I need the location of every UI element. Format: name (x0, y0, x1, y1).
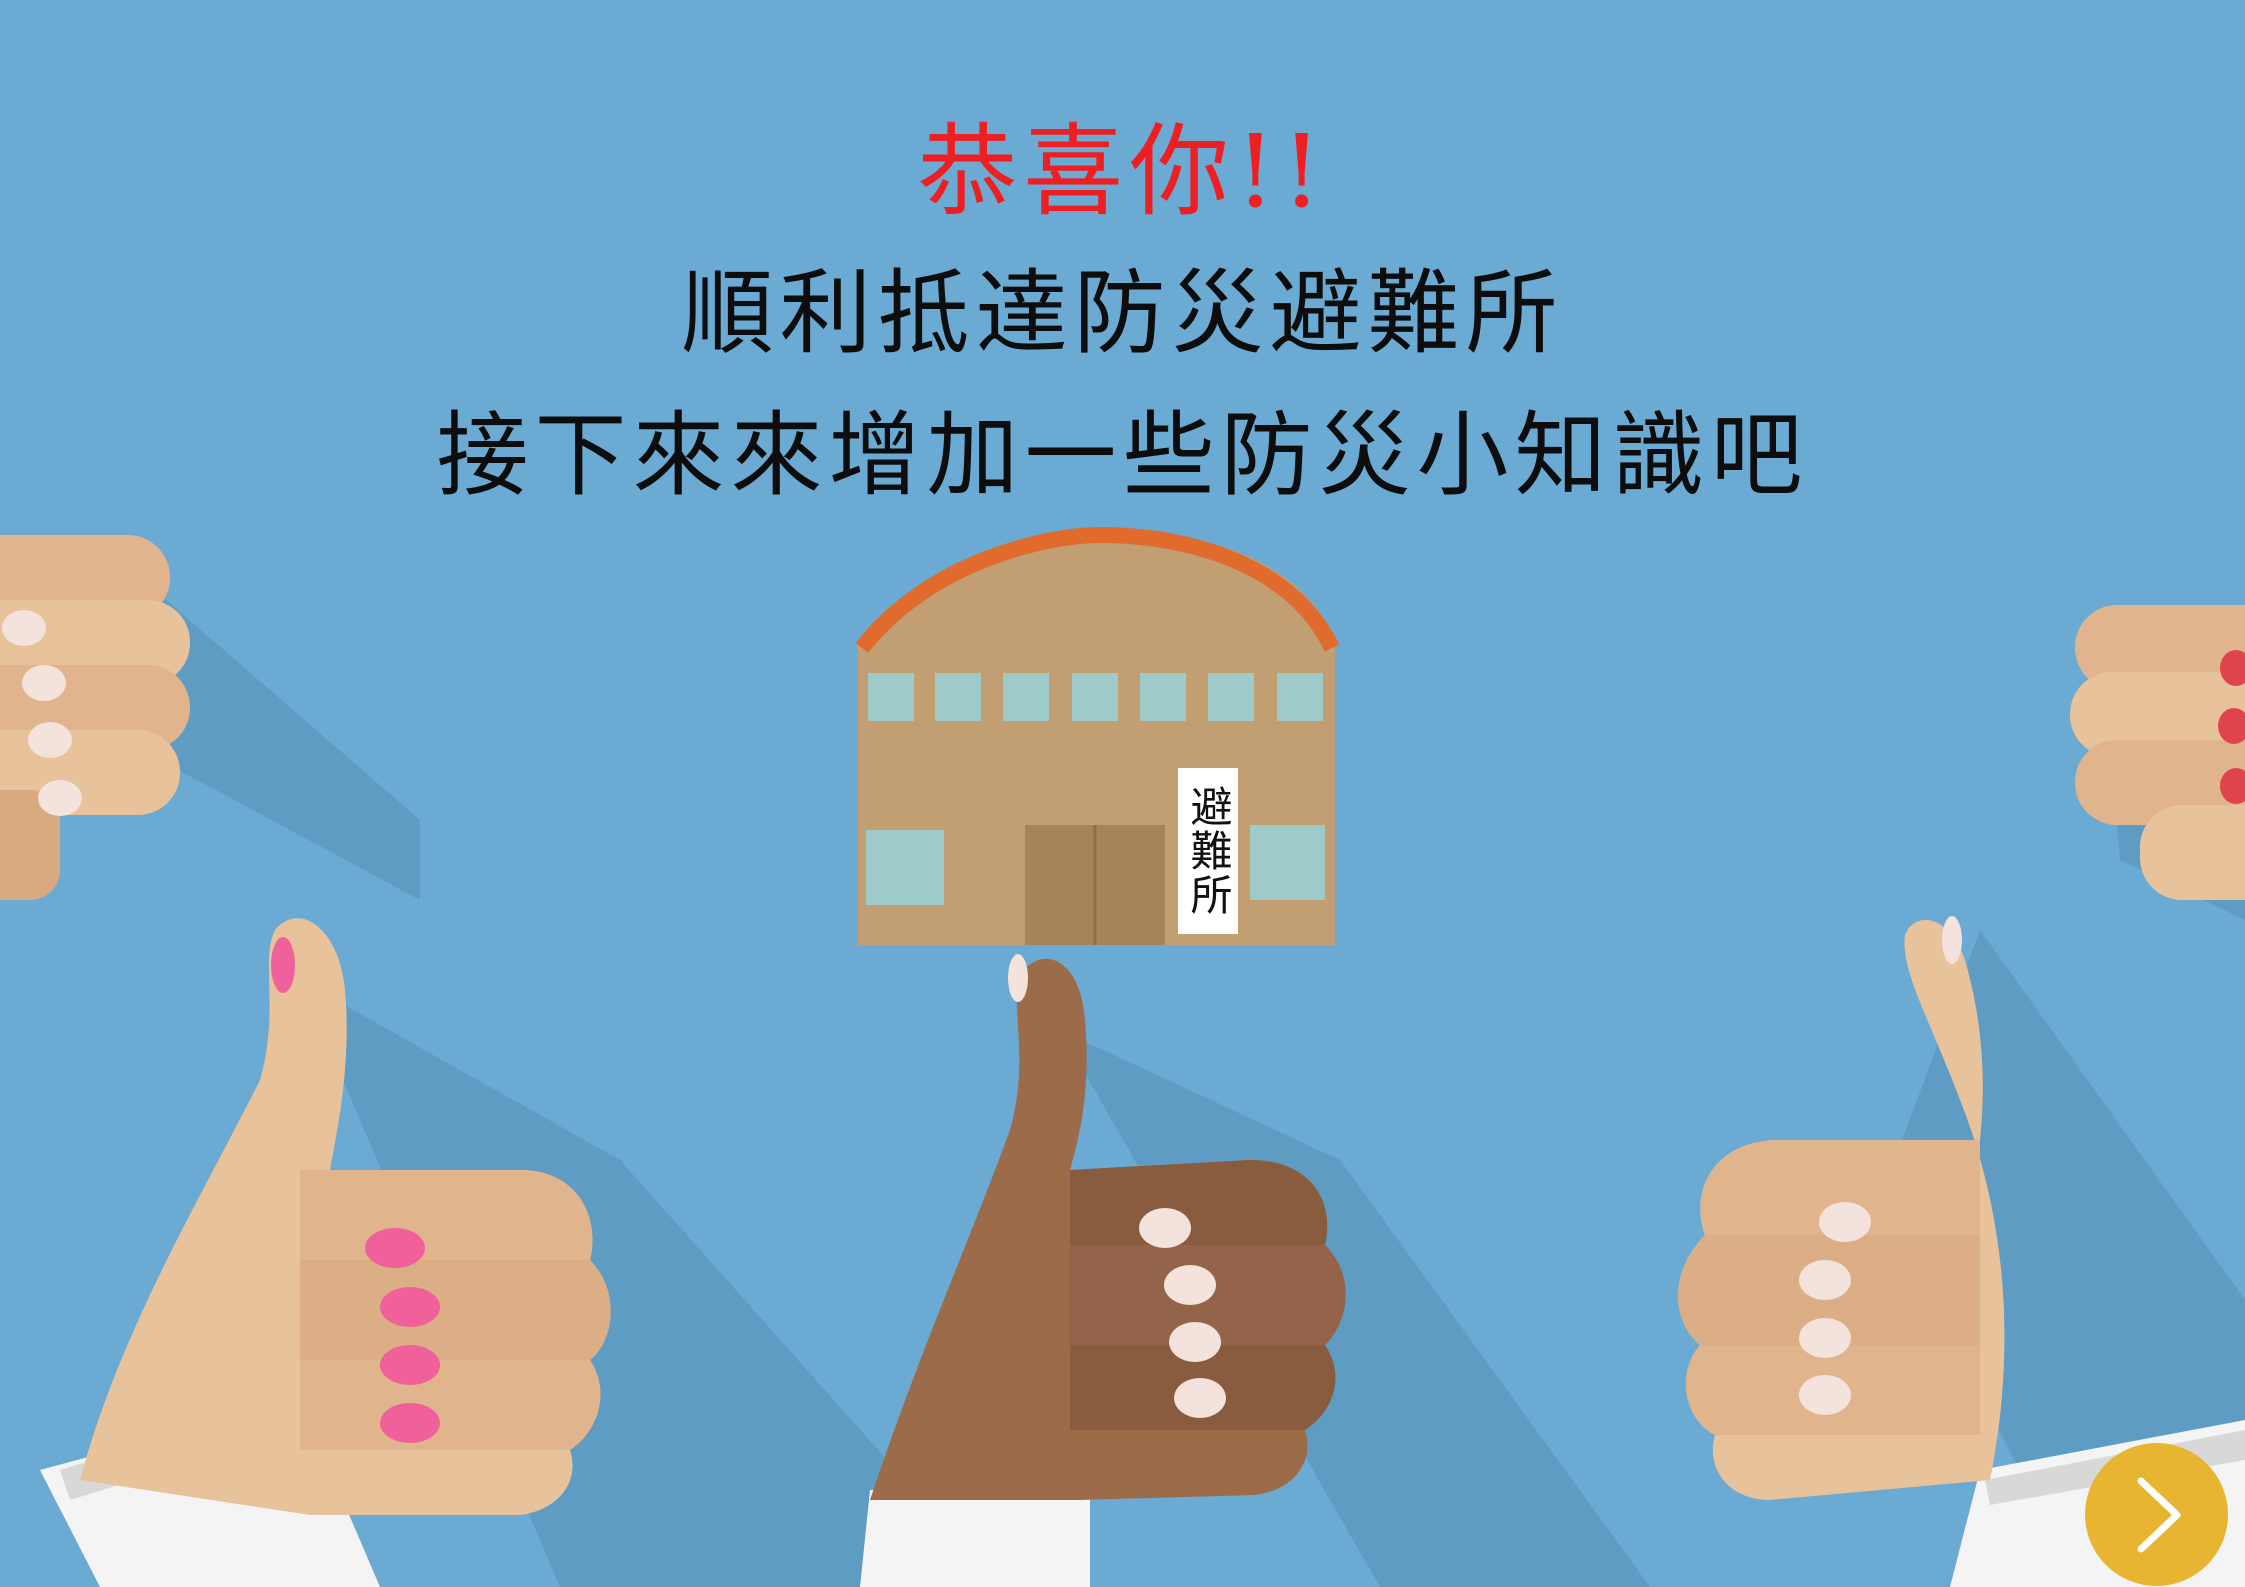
chevron-right-icon (2137, 1477, 2180, 1552)
shelter-sign: 避難所 (1178, 768, 1238, 934)
next-step-message: 接下來來增加一些防災小知識吧 (436, 402, 1809, 509)
shelter-building (855, 526, 1340, 945)
left-thumbs-up-hand (40, 918, 611, 1587)
center-thumbs-up-hand (860, 954, 1346, 1587)
right-edge-hand (2070, 605, 2245, 900)
next-button[interactable] (2085, 1443, 2228, 1586)
arrival-message: 順利抵達防災避難所 (681, 260, 1564, 367)
left-edge-hand (0, 535, 190, 900)
congrats-title: 恭喜你!! (917, 113, 1328, 230)
